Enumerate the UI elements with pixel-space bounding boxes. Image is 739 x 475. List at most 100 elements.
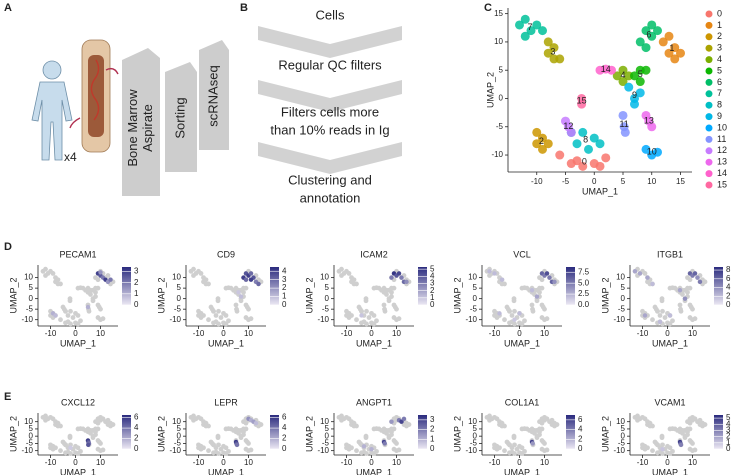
- cell-point: [595, 139, 605, 149]
- expression-cell: [678, 442, 684, 448]
- colorbar-tick-label: 2: [430, 286, 435, 295]
- expression-cell: [243, 277, 249, 282]
- feature-title: COL1A1: [505, 397, 540, 407]
- expression-cell: [552, 279, 557, 285]
- pipeline-step: Filters cells more: [281, 104, 379, 119]
- expression-cell: [497, 311, 502, 316]
- cell-point: [572, 156, 582, 166]
- y-tick-label: -10: [465, 446, 477, 455]
- expression-cell: [253, 420, 259, 426]
- expression-cell: [399, 275, 404, 280]
- background-cell: [499, 423, 505, 429]
- background-cell: [215, 298, 221, 304]
- background-cell: [662, 315, 668, 320]
- background-cell: [692, 447, 698, 453]
- expression-cell: [404, 279, 409, 285]
- y-axis-label: UMAP_2: [156, 277, 166, 313]
- cell-point: [526, 26, 536, 36]
- colorbar: [418, 267, 427, 305]
- background-cell: [394, 441, 399, 446]
- expression-cell: [642, 313, 648, 318]
- background-cell: [692, 316, 698, 322]
- y-tick-label: 0: [473, 294, 478, 303]
- background-cell: [672, 426, 678, 432]
- colorbar-tick-label: 3: [282, 275, 287, 284]
- background-cell: [218, 315, 224, 320]
- background-cell: [494, 416, 500, 422]
- background-cell: [88, 292, 93, 297]
- cell-point: [635, 88, 645, 98]
- y-tick-label: -5: [322, 439, 330, 448]
- x-tick-label: 10: [96, 458, 105, 467]
- feature-title: CD9: [217, 249, 235, 259]
- x-tick-label: -5: [562, 177, 570, 186]
- x-tick-label: 0: [73, 458, 78, 467]
- background-cell: [213, 313, 219, 318]
- background-cell: [58, 317, 63, 323]
- colorbar-tick-label: 6: [282, 413, 287, 422]
- colorbar-tick-label: 4: [134, 423, 139, 432]
- background-cell: [93, 294, 98, 299]
- background-cell: [354, 317, 359, 323]
- x-axis-label: UMAP_1: [356, 467, 392, 475]
- colorbar-tick-label: 1: [726, 438, 731, 447]
- background-cell: [519, 321, 525, 327]
- y-tick-label: -5: [322, 304, 330, 313]
- cell-point: [515, 20, 524, 30]
- cell-point: [555, 150, 565, 160]
- x-axis-label: UMAP_1: [652, 338, 688, 348]
- y-tick-label: 0: [325, 431, 330, 440]
- background-cell: [667, 451, 673, 456]
- cell-point: [549, 54, 559, 64]
- colorbar-tick-label: 1: [134, 289, 139, 298]
- background-cell: [697, 417, 703, 423]
- background-cell: [241, 289, 246, 295]
- background-cell: [216, 308, 221, 314]
- x-axis-label: UMAP_1: [208, 338, 244, 348]
- panel-label: B: [240, 2, 248, 14]
- colorbar-tick-label: 2: [134, 434, 139, 443]
- colorbar-tick-label: 1: [430, 434, 435, 443]
- legend-swatch: [705, 44, 713, 52]
- background-cell: [98, 414, 103, 420]
- y-tick-label: 0: [29, 294, 34, 303]
- background-cell: [509, 449, 515, 455]
- legend-label: 15: [717, 179, 727, 189]
- panel-label: E: [4, 391, 11, 403]
- colorbar-tick-label: 0: [282, 300, 287, 309]
- x-tick-label: -10: [637, 329, 649, 338]
- colorbar-tick-label: 0: [578, 444, 583, 453]
- background-cell: [659, 435, 665, 441]
- background-cell: [211, 308, 216, 314]
- background-cell: [55, 423, 61, 429]
- legend-swatch: [705, 147, 713, 155]
- cell-point: [670, 43, 680, 53]
- cluster-label: 3: [550, 46, 555, 56]
- background-cell: [43, 417, 48, 423]
- colorbar-tick-label: 5: [726, 413, 731, 422]
- background-cell: [524, 426, 530, 432]
- background-cell: [511, 435, 517, 441]
- y-tick-label: -5: [496, 122, 504, 131]
- expression-cell: [492, 271, 497, 276]
- background-cell: [68, 308, 73, 314]
- x-tick-label: -10: [45, 329, 57, 338]
- background-cell: [655, 308, 660, 314]
- expression-cell: [512, 317, 517, 322]
- background-cell: [228, 285, 234, 291]
- expression-cell: [359, 313, 364, 318]
- background-cell: [248, 447, 254, 453]
- background-cell: [233, 302, 239, 308]
- colorbar: [566, 267, 575, 305]
- y-axis-label: UMAP_2: [304, 277, 314, 313]
- y-tick-label: 10: [468, 417, 477, 426]
- colorbar-tick-label: 4: [578, 425, 583, 434]
- background-cell: [667, 321, 673, 327]
- background-cell: [687, 285, 693, 291]
- feature-title: PECAM1: [59, 249, 96, 259]
- background-cell: [687, 420, 693, 426]
- background-cell: [248, 316, 254, 322]
- background-cell: [544, 316, 550, 322]
- colorbar-tick-label: 6: [726, 274, 731, 283]
- colorbar: [566, 415, 575, 449]
